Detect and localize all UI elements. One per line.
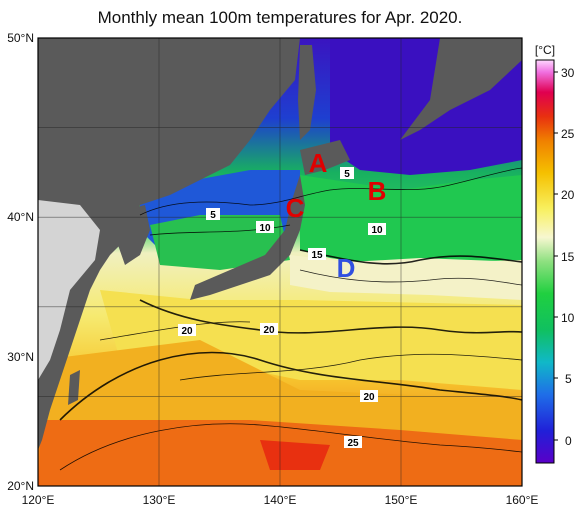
continent-light-region [38, 200, 100, 380]
y-tick-label: 50°N [7, 31, 34, 45]
colorbar: [°C] 30 25 20 15 10 5 0 [535, 43, 575, 464]
x-tick-label: 150°E [385, 493, 418, 507]
map-title: Monthly mean 100m temperatures for Apr. … [97, 8, 463, 27]
x-tick-label: 130°E [143, 493, 176, 507]
contour-label: 20 [263, 325, 275, 336]
station-markers: A B C D [286, 148, 387, 283]
subtropical-water [100, 290, 522, 390]
contour-label-group: 5 5 10 10 15 20 20 20 25 [178, 167, 386, 449]
x-tick-label: 160°E [506, 493, 539, 507]
kamchatka [400, 38, 522, 140]
korean-peninsula [118, 205, 150, 265]
map-frame [37, 37, 523, 487]
sakhalin [298, 45, 316, 140]
transition-zone [300, 175, 522, 268]
colorbar-tick: 5 [565, 372, 572, 386]
point-label-d: D [337, 253, 356, 283]
x-tick-label: 120°E [22, 493, 55, 507]
colorbar-unit: [°C] [535, 43, 555, 57]
y-tick-label: 20°N [7, 479, 34, 493]
contour-label: 25 [347, 438, 359, 449]
kuroshio-extension [290, 255, 522, 300]
contour-label: 10 [371, 225, 383, 236]
point-label-b: B [368, 176, 387, 206]
colorbar-gradient [535, 59, 555, 464]
contour-label: 20 [363, 392, 375, 403]
contour-label: 10 [259, 223, 271, 234]
colorbar-tick: 0 [565, 434, 572, 448]
colorbar-tick: 30 [561, 66, 575, 80]
y-axis: 50°N 40°N 30°N 20°N [7, 31, 34, 493]
contour-label: 20 [181, 326, 193, 337]
hot-spot [260, 440, 330, 470]
contour-lines [59, 167, 522, 471]
y-tick-label: 40°N [7, 210, 34, 224]
colorbar-tick: 20 [561, 188, 575, 202]
x-tick-label: 140°E [264, 493, 297, 507]
sea-of-japan-warm [150, 215, 290, 270]
contour-label: 15 [311, 250, 323, 261]
graticule [38, 38, 522, 486]
point-label-a: A [309, 148, 328, 178]
contour-label: 5 [210, 210, 216, 221]
point-label-c: C [286, 193, 305, 223]
colorbar-tick: 25 [561, 127, 575, 141]
warm-water [40, 340, 522, 440]
colorbar-tick: 10 [561, 311, 575, 325]
hokkaido [300, 140, 350, 175]
honshu [190, 175, 305, 300]
contour-label: 5 [344, 169, 350, 180]
x-axis: 120°E 130°E 140°E 150°E 160°E [22, 493, 539, 507]
asian-continent [38, 38, 300, 450]
colorbar-tick: 15 [561, 250, 575, 264]
y-tick-label: 30°N [7, 350, 34, 364]
